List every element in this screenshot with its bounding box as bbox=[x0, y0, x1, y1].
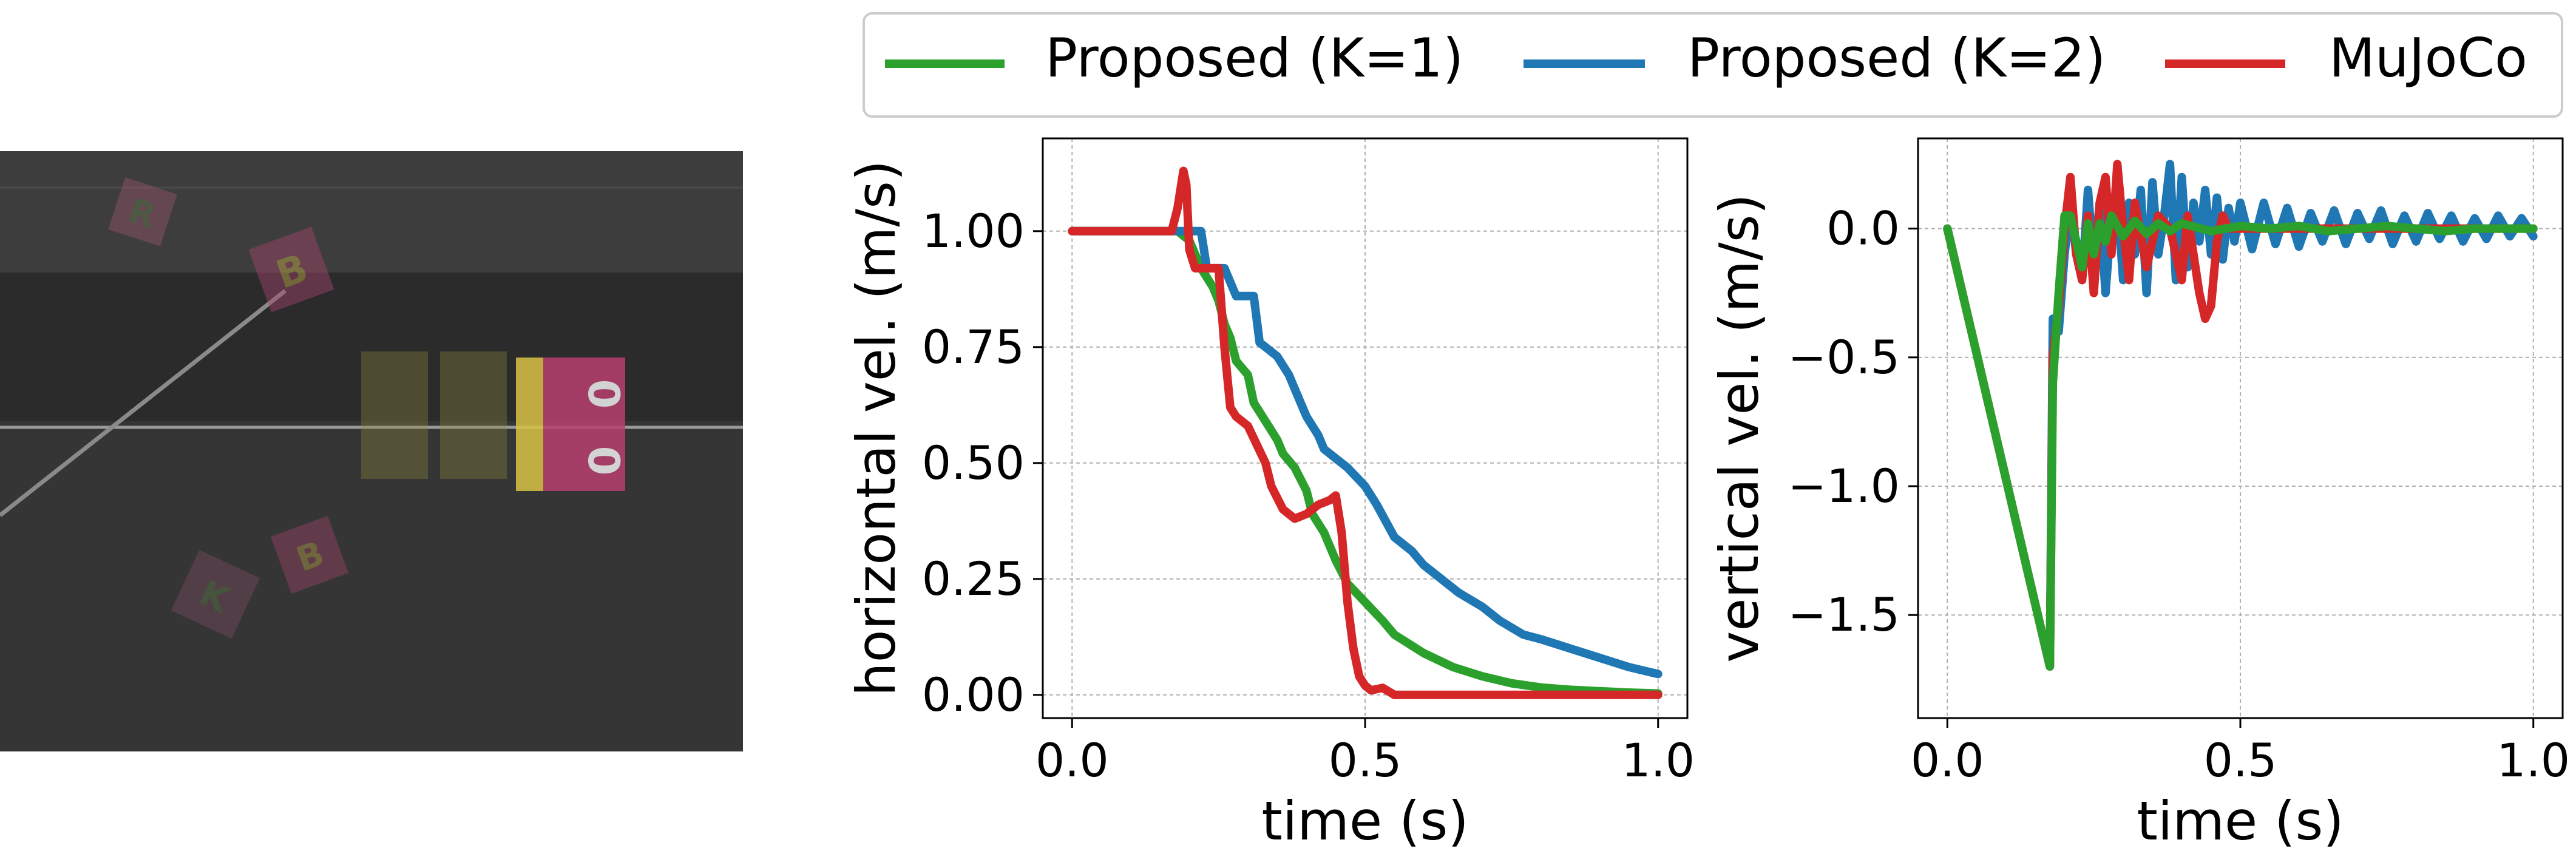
scene-far-band bbox=[0, 151, 743, 273]
y-tick-label: 1.00 bbox=[922, 204, 1025, 258]
simulation-scene-panel: R B 0 0 B K bbox=[0, 151, 743, 751]
scene-floor-plane bbox=[0, 421, 743, 751]
block-ghost-3 bbox=[361, 351, 507, 479]
simulation-scene-image: R B 0 0 B K bbox=[0, 151, 743, 751]
series-line-proposed-k-1 bbox=[1943, 211, 2538, 671]
legend-entry-k1: Proposed (K=1) bbox=[885, 27, 1463, 89]
block-ghost-2: B bbox=[248, 226, 334, 313]
legend-label-k1: Proposed (K=1) bbox=[1045, 27, 1463, 89]
x-axis-label: time (s) bbox=[2137, 790, 2344, 851]
block-final-stack: 0 0 bbox=[516, 358, 628, 491]
vertical-velocity-chart: 0.0 0.5 1.0 0.0 −0.5 −1.0 −1.5 time (s) vertical… bbox=[1708, 137, 2570, 851]
y-tick-label: −1.5 bbox=[1788, 588, 1900, 642]
block-ghost-4: B bbox=[270, 515, 349, 594]
legend-label-k2: Proposed (K=2) bbox=[1687, 27, 2106, 89]
y-tick-label: 0.50 bbox=[922, 436, 1025, 490]
x-tick-label: 1.0 bbox=[1621, 733, 1695, 787]
legend-entry-mujoco: MuJoCo bbox=[2165, 27, 2527, 89]
x-tick-label: 0.0 bbox=[1911, 733, 1984, 787]
block-ghost-1: R bbox=[108, 177, 177, 246]
x-tick-label: 1.0 bbox=[2496, 733, 2570, 787]
y-tick-label: −0.5 bbox=[1788, 330, 1900, 384]
legend-label-mujoco: MuJoCo bbox=[2329, 27, 2527, 89]
block-letter: 0 bbox=[578, 379, 628, 409]
scene-diagonal-line bbox=[0, 289, 287, 517]
y-tick-label: −1.0 bbox=[1788, 459, 1900, 513]
y-tick-label: 0.25 bbox=[922, 552, 1025, 606]
legend: Proposed (K=1) Proposed (K=2) MuJoCo bbox=[863, 12, 2563, 118]
x-tick-label: 0.5 bbox=[2204, 733, 2277, 787]
y-tick-label: 0.00 bbox=[922, 668, 1025, 722]
y-tick-label: 0.75 bbox=[922, 320, 1025, 374]
series-line-proposed-k-1 bbox=[1068, 226, 1663, 698]
y-axis-label: horizontal vel. (m/s) bbox=[845, 160, 907, 696]
legend-frame bbox=[863, 12, 2563, 118]
horizontal-velocity-chart: 0.0 0.5 1.0 0.00 0.25 0.50 0.75 1.00 time (s) hor… bbox=[845, 137, 1695, 851]
x-axis-label: time (s) bbox=[1261, 790, 1468, 851]
series-line-mujoco bbox=[1068, 166, 1663, 699]
x-tick-label: 0.5 bbox=[1329, 733, 1402, 787]
legend-entry-k2: Proposed (K=2) bbox=[1524, 27, 2106, 89]
y-tick-label: 0.0 bbox=[1826, 202, 1900, 256]
x-tick-label: 0.0 bbox=[1035, 733, 1109, 787]
block-ghost-5: K bbox=[171, 549, 260, 639]
y-axis-label: vertical vel. (m/s) bbox=[1708, 194, 1771, 663]
block-letter: 0 bbox=[578, 446, 628, 476]
